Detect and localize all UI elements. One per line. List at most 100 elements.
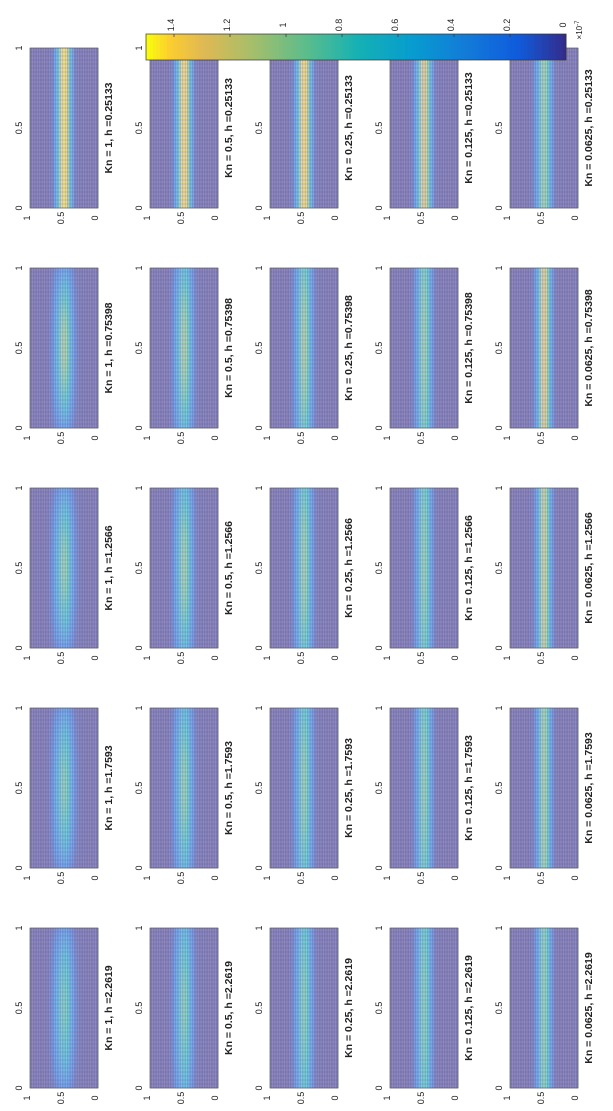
heatmap-cell — [87, 136, 90, 141]
heatmap-cell — [40, 364, 43, 369]
heatmap-cell — [41, 352, 44, 357]
heatmap-cell — [86, 56, 89, 61]
heatmap-cell — [64, 68, 66, 73]
heatmap-cell — [82, 188, 85, 193]
heatmap-cell — [79, 120, 82, 125]
heatmap-cell — [79, 156, 82, 161]
heatmap-cell — [81, 168, 83, 173]
heatmap-cell — [48, 296, 51, 301]
heatmap-cell — [60, 136, 63, 141]
heatmap-cell — [41, 60, 44, 65]
heatmap-cell — [52, 292, 55, 297]
heatmap-cell — [70, 104, 73, 109]
heatmap-cell — [77, 184, 80, 189]
heatmap-cell — [38, 148, 41, 153]
heatmap-cell — [47, 68, 49, 73]
heatmap-cell — [35, 372, 38, 377]
heatmap-cell — [30, 84, 32, 89]
heatmap-cell — [77, 168, 80, 173]
heatmap-cell — [82, 92, 85, 97]
heatmap-cell — [33, 176, 36, 181]
heatmap-cell — [89, 204, 92, 209]
heatmap-cell — [48, 336, 51, 341]
heatmap-cell — [43, 88, 46, 93]
heatmap-cell — [53, 124, 56, 129]
heatmap-cell — [38, 272, 41, 277]
heatmap-cell — [72, 72, 75, 77]
y-tick-label: 1 — [22, 435, 32, 440]
heatmap-cell — [41, 80, 44, 85]
heatmap-cell — [77, 200, 80, 205]
heatmap-cell — [89, 168, 92, 173]
heatmap-cell — [52, 340, 55, 345]
heatmap-cell — [41, 384, 44, 389]
heatmap-cell — [47, 84, 49, 89]
heatmap-cell — [35, 336, 38, 341]
heatmap-cell — [38, 408, 41, 413]
heatmap-cell — [36, 392, 39, 397]
heatmap-cell — [84, 80, 87, 85]
heatmap-cell — [64, 96, 66, 101]
heatmap-cell — [52, 184, 55, 189]
heatmap-cell — [47, 320, 49, 325]
heatmap-cell — [50, 396, 53, 401]
heatmap-cell — [40, 172, 43, 177]
heatmap-cell — [58, 148, 61, 153]
heatmap-cell — [52, 356, 55, 361]
heatmap-cell — [72, 60, 75, 65]
heatmap-cell — [50, 328, 53, 333]
heatmap-cell — [79, 80, 82, 85]
heatmap-cell — [36, 272, 39, 277]
heatmap-cell — [36, 296, 39, 301]
heatmap-cell — [70, 156, 73, 161]
heatmap-cell — [58, 200, 61, 205]
heatmap-cell — [89, 92, 92, 97]
heatmap-cell — [53, 100, 56, 105]
heatmap-cell — [79, 152, 82, 157]
heatmap-cell — [48, 132, 51, 137]
heatmap-cell — [92, 96, 95, 101]
heatmap-cell — [62, 184, 65, 189]
heatmap-cell — [33, 152, 36, 157]
heatmap-cell — [47, 316, 49, 321]
heatmap-cell — [33, 112, 36, 117]
heatmap-cell — [53, 60, 56, 65]
heatmap-cell — [35, 352, 38, 357]
heatmap-cell — [31, 124, 34, 129]
heatmap-cell — [31, 296, 34, 301]
heatmap-cell — [62, 64, 65, 69]
heatmap-cell — [60, 48, 63, 53]
heatmap-cell — [38, 168, 41, 173]
heatmap-cell — [62, 108, 65, 113]
heatmap-cell — [45, 140, 48, 145]
heatmap-cell — [48, 156, 51, 161]
heatmap-cell — [38, 96, 41, 101]
heatmap-cell — [52, 132, 55, 137]
heatmap-cell — [35, 364, 38, 369]
heatmap-cell — [35, 196, 38, 201]
heatmap-cell — [45, 288, 48, 293]
heatmap-cell — [69, 64, 72, 69]
heatmap-cell — [43, 380, 46, 385]
heatmap-cell — [43, 332, 46, 337]
heatmap-cell — [70, 120, 73, 125]
heatmap-cell — [31, 268, 34, 273]
heatmap-cell — [87, 48, 90, 53]
heatmap-cell — [36, 380, 39, 385]
heatmap-cell — [62, 48, 65, 53]
heatmap-cell — [53, 276, 56, 281]
heatmap-cell — [45, 156, 48, 161]
heatmap-cell — [45, 100, 48, 105]
heatmap-cell — [38, 144, 41, 149]
heatmap-cell — [69, 56, 72, 61]
heatmap-cell — [35, 148, 38, 153]
heatmap-cell — [65, 148, 68, 153]
heatmap-cell — [43, 124, 46, 129]
heatmap-cell — [33, 200, 36, 205]
heatmap-cell — [50, 280, 53, 285]
heatmap-cell — [41, 48, 44, 53]
heatmap-cell — [43, 412, 46, 417]
heatmap-cell — [72, 140, 75, 145]
heatmap-cell — [41, 308, 44, 313]
heatmap-cell — [60, 180, 63, 185]
